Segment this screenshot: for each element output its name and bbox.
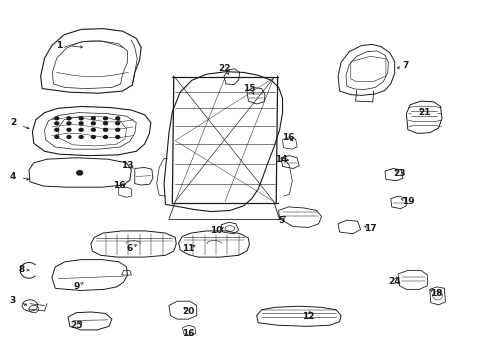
Text: 23: 23: [392, 169, 405, 178]
Text: 16: 16: [113, 181, 125, 190]
Circle shape: [67, 117, 71, 120]
Circle shape: [79, 129, 83, 131]
Text: 4: 4: [10, 172, 16, 181]
Text: 17: 17: [363, 224, 376, 233]
Circle shape: [79, 135, 83, 138]
Circle shape: [116, 135, 120, 138]
Text: 16: 16: [282, 133, 294, 142]
Circle shape: [103, 122, 107, 125]
Text: 20: 20: [182, 307, 194, 316]
Text: 9: 9: [73, 282, 79, 291]
Text: 1: 1: [56, 41, 62, 50]
Text: 10: 10: [210, 226, 223, 235]
Text: 3: 3: [10, 296, 16, 305]
Text: 13: 13: [121, 161, 133, 170]
Circle shape: [91, 117, 95, 120]
Circle shape: [103, 117, 107, 120]
Circle shape: [79, 117, 83, 120]
Text: 2: 2: [10, 118, 16, 127]
Text: 22: 22: [218, 64, 231, 73]
Circle shape: [55, 135, 59, 138]
Circle shape: [67, 122, 71, 125]
Text: 7: 7: [402, 62, 408, 71]
Circle shape: [91, 122, 95, 125]
Circle shape: [77, 171, 82, 175]
Circle shape: [79, 122, 83, 125]
Circle shape: [67, 129, 71, 131]
Text: 12: 12: [301, 312, 313, 321]
Text: 21: 21: [418, 108, 430, 117]
Text: 8: 8: [19, 265, 25, 274]
Text: 6: 6: [126, 244, 133, 253]
Circle shape: [103, 135, 107, 138]
Text: 14: 14: [274, 155, 287, 164]
Circle shape: [103, 129, 107, 131]
Circle shape: [116, 117, 120, 120]
Circle shape: [55, 117, 59, 120]
Text: 16: 16: [182, 329, 194, 338]
Circle shape: [91, 135, 95, 138]
Text: 24: 24: [387, 276, 400, 285]
Text: 15: 15: [243, 84, 255, 93]
Circle shape: [55, 129, 59, 131]
Text: 11: 11: [182, 244, 194, 253]
Text: 18: 18: [429, 289, 442, 298]
Circle shape: [116, 122, 120, 125]
Circle shape: [91, 129, 95, 131]
Text: 5: 5: [277, 216, 284, 225]
Text: 19: 19: [401, 197, 413, 206]
Text: 25: 25: [70, 321, 82, 330]
Circle shape: [67, 135, 71, 138]
Circle shape: [55, 122, 59, 125]
Circle shape: [116, 129, 120, 131]
